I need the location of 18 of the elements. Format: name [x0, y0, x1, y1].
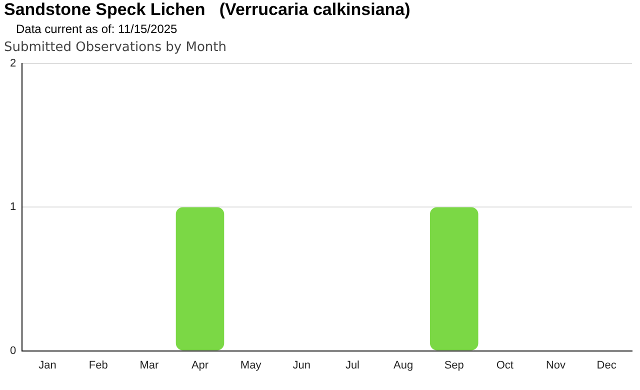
- x-tick-label: Nov: [546, 359, 566, 372]
- x-tick-label: Jan: [38, 359, 56, 372]
- text: Submitted Observations by Month: [4, 40, 226, 56]
- x-tick-label: May: [240, 359, 262, 372]
- y-tick-label: 2: [10, 58, 16, 70]
- x-tick-label: Oct: [496, 359, 514, 372]
- x-tick-label: Dec: [596, 359, 617, 372]
- x-tick-label: Sep: [444, 359, 464, 372]
- chart-subtitle: Data current as of: 11/15/2025: [16, 22, 178, 36]
- y-tick-label: 1: [10, 201, 16, 214]
- y-tick-label: 0: [10, 344, 16, 357]
- chart-title: Sandstone Speck Lichen (Verrucaria calkinsiana): [4, 0, 412, 20]
- x-tick-label: Mar: [140, 359, 159, 372]
- x-tick-label: Apr: [191, 359, 209, 372]
- x-tick-label: Jun: [292, 359, 311, 372]
- x-tick-label: Aug: [394, 359, 414, 372]
- x-tick-label: Jul: [345, 359, 360, 372]
- x-tick-label: Feb: [88, 359, 108, 372]
